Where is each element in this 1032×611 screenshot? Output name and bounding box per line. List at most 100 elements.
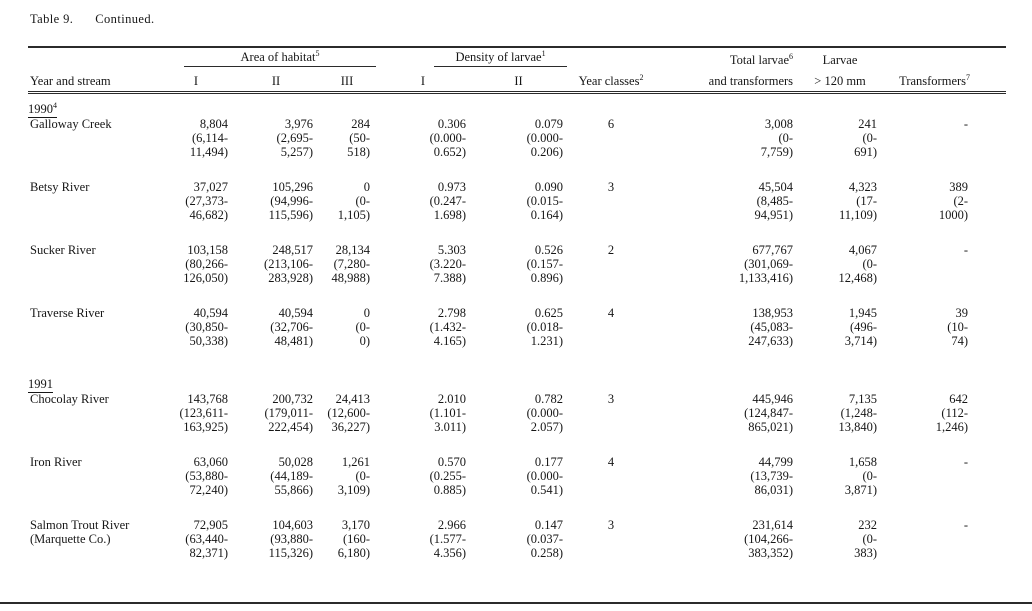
year-group-row: 1991 <box>28 369 1006 393</box>
stream-name-line: Sucker River <box>30 243 96 257</box>
value-line: 1,658 <box>848 455 878 469</box>
col-header-larvae-line1: Larvae <box>798 46 883 67</box>
cell-larvae-gt120: 7,135 (1,248- 13,840) <box>798 392 882 455</box>
transformers-footnote: 7 <box>966 72 971 82</box>
value-line: 6,180) <box>337 546 371 560</box>
value-line: 241 <box>858 117 878 131</box>
value-line: 40,594 <box>193 306 228 320</box>
value-line: 0.177 <box>534 455 564 469</box>
value-line: (30,850- <box>185 320 228 334</box>
cell-area-iii: 284 (50- 518) <box>318 117 376 180</box>
value-line: 4.356) <box>433 546 467 560</box>
cell-transformers: - <box>882 518 1006 581</box>
value-line: (0- <box>862 469 878 483</box>
total-larvae-footnote: 6 <box>789 51 794 61</box>
value-line: - <box>963 117 969 131</box>
cell-year-classes: 3 <box>567 392 655 455</box>
value-line: 7,135 <box>848 392 878 406</box>
cell-transformers: 39 (10- 74) <box>882 306 1006 369</box>
value-line: (32,706- <box>270 320 313 334</box>
value-line: (2- <box>953 194 969 208</box>
cell-density-ii: 0.177 (0.000- 0.541) <box>470 455 567 518</box>
value-line: 222,454) <box>268 420 313 434</box>
value-line: 12,468) <box>838 271 878 285</box>
value-line: 1,261 <box>341 455 371 469</box>
value-line: 0.258) <box>530 546 564 560</box>
col-header-density-of-larvae: Density of larvae1 <box>376 46 568 67</box>
value-line: - <box>963 243 969 257</box>
value-line: 8,804 <box>199 117 228 131</box>
value-line: 7.388) <box>433 271 467 285</box>
value-line: 72,240) <box>189 483 228 497</box>
value-line: 24,413 <box>335 392 371 406</box>
value-line: 2.966 <box>437 518 467 532</box>
value-line: 865,021) <box>748 420 794 434</box>
year-group-footnote: 4 <box>53 100 57 110</box>
cell-larvae-gt120: 241 (0- 691) <box>798 117 882 180</box>
col-header-larvae-line2: > 120 mm <box>798 67 883 94</box>
value-line: (45,083- <box>750 320 794 334</box>
stream-name-cell: Salmon Trout River (Marquette Co.) <box>28 518 158 581</box>
cell-area-iii: 0 (0- 1,105) <box>318 180 376 243</box>
value-line: (7,280- <box>333 257 371 271</box>
value-line: 48,988) <box>331 271 371 285</box>
value-line: (1.432- <box>429 320 467 334</box>
value-line: 677,767 <box>752 243 794 257</box>
value-line: 3.011) <box>434 420 467 434</box>
cell-area-iii: 1,261 (0- 3,109) <box>318 455 376 518</box>
value-line: (80,266- <box>185 257 228 271</box>
value-line: 138,953 <box>752 306 794 320</box>
value-line: (0.000- <box>526 406 564 420</box>
value-line: 4 <box>607 306 615 320</box>
value-line: (160- <box>342 532 371 546</box>
cell-total-larvae: 138,953 (45,083- 247,633) <box>655 306 798 369</box>
value-line: (179,011- <box>264 406 314 420</box>
data-table: Area of habitat5 Density of larvae1 Tota… <box>28 46 1007 581</box>
year-group-label: 19904 <box>28 100 57 118</box>
cell-area-ii: 3,976 (2,695- 5,257) <box>234 117 318 180</box>
value-line: 72,905 <box>193 518 228 532</box>
value-line: (104,266- <box>744 532 794 546</box>
value-line: 5,257) <box>280 145 313 159</box>
value-line: 0.147 <box>534 518 564 532</box>
table-row: Galloway Creek 8,804 (6,114- 11,494) 3,976 (2… <box>28 117 1006 180</box>
area-group-label: Area of habitat <box>240 50 316 64</box>
value-line: 0.885) <box>433 483 467 497</box>
value-line: 4.165) <box>433 334 467 348</box>
value-line: (0- <box>355 320 371 334</box>
cell-larvae-gt120: 1,658 (0- 3,871) <box>798 455 882 518</box>
cell-area-iii: 3,170 (160- 6,180) <box>318 518 376 581</box>
value-line: 4,067 <box>848 243 878 257</box>
value-line: 518) <box>347 145 371 159</box>
density-group-label: Density of larvae <box>455 50 542 64</box>
value-line: 0.652) <box>433 145 467 159</box>
value-line: (53,880- <box>185 469 228 483</box>
value-line: 389 <box>949 180 969 194</box>
table-row: Sucker River 103,158 (80,266- 126,050) 248,5… <box>28 243 1006 306</box>
col-header-year-classes: Year classes2 <box>567 67 656 94</box>
cell-transformers: - <box>882 455 1006 518</box>
value-line: 4 <box>607 455 615 469</box>
value-line: (0.000- <box>429 131 467 145</box>
cell-area-i: 103,158 (80,266- 126,050) <box>158 243 234 306</box>
value-line: 2.057) <box>530 420 564 434</box>
cell-total-larvae: 445,946 (124,847- 865,021) <box>655 392 798 455</box>
value-line: 0.896) <box>530 271 564 285</box>
value-line: (0.000- <box>526 469 564 483</box>
value-line: (63,440- <box>185 532 228 546</box>
value-line: (301,069- <box>744 257 794 271</box>
value-line: 1,105) <box>337 208 371 222</box>
value-line: 1,945 <box>848 306 878 320</box>
cell-area-ii: 105,296 (94,996- 115,596) <box>234 180 318 243</box>
col-header-density-i: I <box>376 67 471 94</box>
stream-name-line: Betsy River <box>30 180 90 194</box>
year-group-cell: 19904 <box>28 93 1006 118</box>
value-line: 74) <box>951 334 969 348</box>
value-line: 6 <box>607 117 615 131</box>
stream-name-cell: Chocolay River <box>28 392 158 455</box>
value-line: 0 <box>363 306 371 320</box>
value-line: (496- <box>849 320 878 334</box>
value-line: 3 <box>607 180 615 194</box>
table-title: Table 9. Continued. <box>30 12 1032 27</box>
value-line: 3,170 <box>341 518 371 532</box>
